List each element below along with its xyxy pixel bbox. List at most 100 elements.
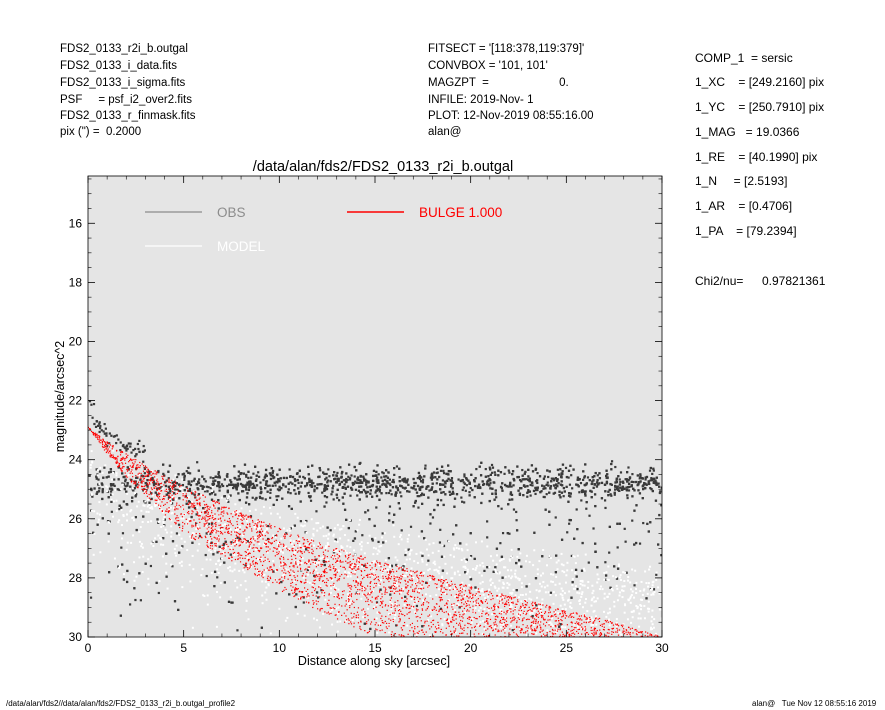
bulge-point [410,586,411,587]
model-point [114,558,116,560]
obs-point [533,490,535,492]
model-point [488,566,490,568]
obs-point [338,480,340,482]
obs-point [614,466,616,468]
obs-point [264,476,266,478]
bulge-point [444,644,445,645]
model-point [624,603,626,605]
model-point [297,563,299,565]
model-point [642,682,644,684]
bulge-point [629,663,630,664]
model-point [228,495,230,497]
obs-point [589,479,591,481]
obs-point [597,474,599,476]
model-point [347,593,349,595]
obs-point [341,481,343,483]
bulge-point [142,475,143,476]
obs-point [377,479,379,481]
obs-point [108,476,110,478]
model-point [641,581,643,583]
obs-point [169,465,171,467]
bulge-point [444,612,445,613]
obs-point [631,485,633,487]
model-point [479,564,481,566]
bulge-point [590,621,591,622]
model-point [269,507,271,509]
bulge-point [419,583,420,584]
model-point [375,548,377,550]
obs-point [104,423,106,425]
bulge-point [610,621,611,622]
obs-point [419,488,421,490]
obs-point [388,519,390,521]
bulge-point [379,580,380,581]
model-point [603,579,605,581]
bulge-point [379,591,380,592]
obs-point [651,473,653,475]
obs-point [294,524,296,526]
model-point [381,536,383,538]
model-point [540,606,542,608]
bulge-point [555,620,556,621]
model-point [404,563,406,565]
obs-point [266,480,268,482]
model-point [619,594,621,596]
obs-point [651,479,653,481]
model-point [110,499,112,501]
model-point [645,582,647,584]
obs-point [491,472,493,474]
obs-point [270,478,272,480]
obs-point [97,425,99,427]
model-point [529,613,531,615]
bulge-point [260,535,261,536]
obs-point [439,488,441,490]
bulge-point [559,663,560,664]
model-point [604,593,606,595]
model-point [492,582,494,584]
bulge-point [258,535,259,536]
obs-point [642,484,644,486]
bulge-point [457,641,458,642]
bulge-point [652,638,653,639]
bulge-point [642,649,643,650]
bulge-point [447,600,448,601]
model-point [337,541,339,543]
bulge-point [630,645,631,646]
obs-point [112,483,114,485]
obs-point [596,485,598,487]
obs-point [619,483,621,485]
obs-point [166,494,168,496]
model-point [488,609,490,611]
bulge-point [487,607,488,608]
bulge-point [133,463,134,464]
model-point [407,538,409,540]
model-point [538,606,540,608]
bulge-point [191,535,192,536]
bulge-point [210,545,211,546]
model-point [628,599,630,601]
obs-point [658,483,660,485]
obs-point [183,476,185,478]
model-point [651,616,653,618]
obs-point [622,482,624,484]
obs-point [363,565,365,567]
model-point [298,539,300,541]
obs-point [162,464,164,466]
obs-point [198,470,200,472]
model-point [567,600,569,602]
model-point [245,580,247,582]
bulge-point [525,640,526,641]
obs-point [366,495,368,497]
model-point [316,619,318,621]
obs-point [357,476,359,478]
model-point [134,492,136,494]
model-point [349,519,351,521]
bulge-point [485,645,486,646]
model-point [553,591,555,593]
model-point [643,605,645,607]
obs-point [224,478,226,480]
model-point [564,604,566,606]
model-point [148,584,150,586]
bulge-point [333,585,334,586]
bulge-point [385,616,386,617]
